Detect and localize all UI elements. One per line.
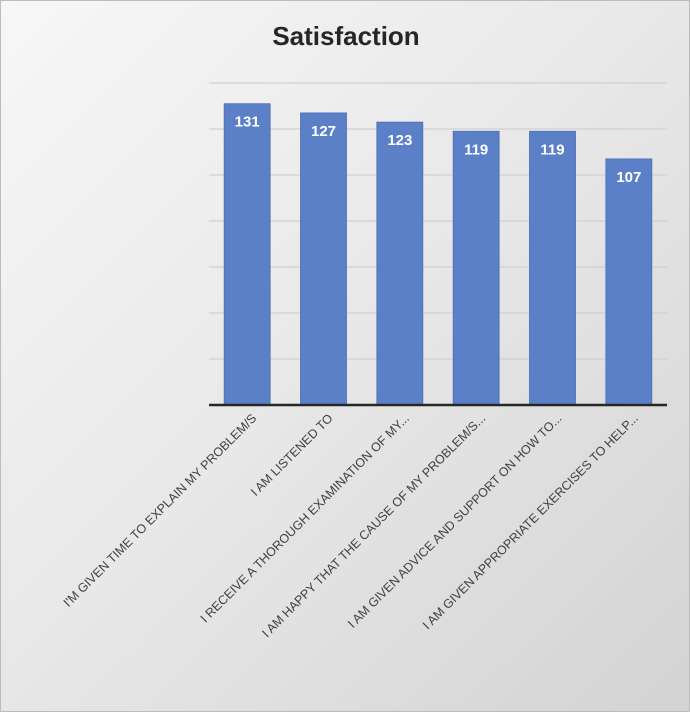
category-tick-label: I'M GIVEN TIME TO EXPLAIN MY PROBLEM/S: [61, 411, 260, 610]
data-label: 107: [616, 169, 641, 186]
bar: [452, 130, 500, 406]
chart-title: Satisfaction: [272, 21, 420, 51]
bar: [223, 103, 271, 406]
data-label: 127: [311, 123, 336, 140]
bar: [529, 130, 576, 406]
data-label: 119: [540, 141, 564, 158]
bar: [376, 121, 424, 406]
data-label: 131: [235, 114, 260, 131]
gridlines: [209, 82, 667, 360]
bar: [300, 112, 347, 406]
bar: [605, 158, 653, 406]
category-tick-label: I AM LISTENED TO: [248, 411, 336, 499]
bars: [223, 103, 653, 406]
data-label: 123: [387, 132, 412, 149]
data-label: 119: [464, 141, 488, 158]
